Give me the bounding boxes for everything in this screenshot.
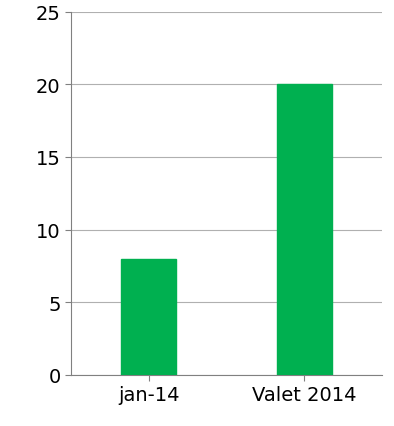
Bar <box>277 85 332 375</box>
Bar <box>121 259 176 375</box>
